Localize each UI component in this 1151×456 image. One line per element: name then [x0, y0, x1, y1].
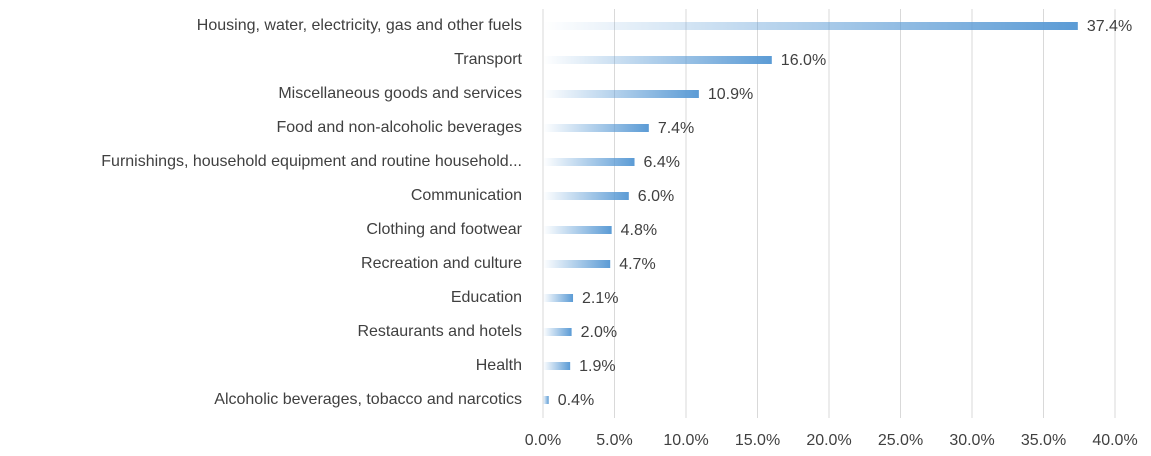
- x-tick-label: 20.0%: [806, 432, 851, 449]
- data-label: 4.7%: [619, 256, 655, 273]
- x-tick-label: 25.0%: [878, 432, 923, 449]
- bar: [543, 294, 574, 302]
- x-tick-label: 5.0%: [596, 432, 632, 449]
- data-label: 0.4%: [558, 392, 594, 409]
- data-label: 2.1%: [582, 290, 618, 307]
- category-label: Communication: [411, 187, 522, 204]
- x-tick-label: 10.0%: [663, 432, 708, 449]
- data-label: 6.0%: [638, 188, 674, 205]
- category-label: Clothing and footwear: [366, 221, 522, 238]
- x-tick-label: 15.0%: [735, 432, 780, 449]
- category-label: Miscellaneous goods and services: [278, 85, 522, 102]
- data-label: 2.0%: [581, 324, 617, 341]
- bar: [543, 90, 699, 98]
- bar: [543, 260, 611, 268]
- category-label: Education: [451, 289, 522, 306]
- category-label: Recreation and culture: [361, 255, 522, 272]
- bar: [543, 328, 572, 336]
- category-label: Housing, water, electricity, gas and oth…: [197, 17, 522, 34]
- bar: [543, 192, 629, 200]
- category-label: Furnishings, household equipment and rou…: [101, 153, 522, 170]
- data-label: 16.0%: [781, 52, 826, 69]
- category-label: Restaurants and hotels: [357, 323, 522, 340]
- category-label: Transport: [454, 51, 522, 68]
- bar: [543, 158, 635, 166]
- data-label: 6.4%: [644, 154, 680, 171]
- category-label: Alcoholic beverages, tobacco and narcoti…: [214, 391, 522, 408]
- category-label: Health: [476, 357, 522, 374]
- x-tick-label: 35.0%: [1021, 432, 1066, 449]
- x-tick-label: 40.0%: [1092, 432, 1137, 449]
- bar: [543, 22, 1078, 30]
- x-tick-label: 30.0%: [949, 432, 994, 449]
- x-tick-label: 0.0%: [525, 432, 561, 449]
- data-label: 10.9%: [708, 86, 753, 103]
- data-label: 7.4%: [658, 120, 694, 137]
- data-label: 37.4%: [1087, 18, 1132, 35]
- bar: [543, 124, 649, 132]
- data-label: 4.8%: [621, 222, 657, 239]
- data-label: 1.9%: [579, 358, 615, 375]
- bar: [543, 226, 612, 234]
- bar: [543, 396, 549, 404]
- bar: [543, 362, 571, 370]
- category-label: Food and non-alcoholic beverages: [277, 119, 523, 136]
- bar: [543, 56, 772, 64]
